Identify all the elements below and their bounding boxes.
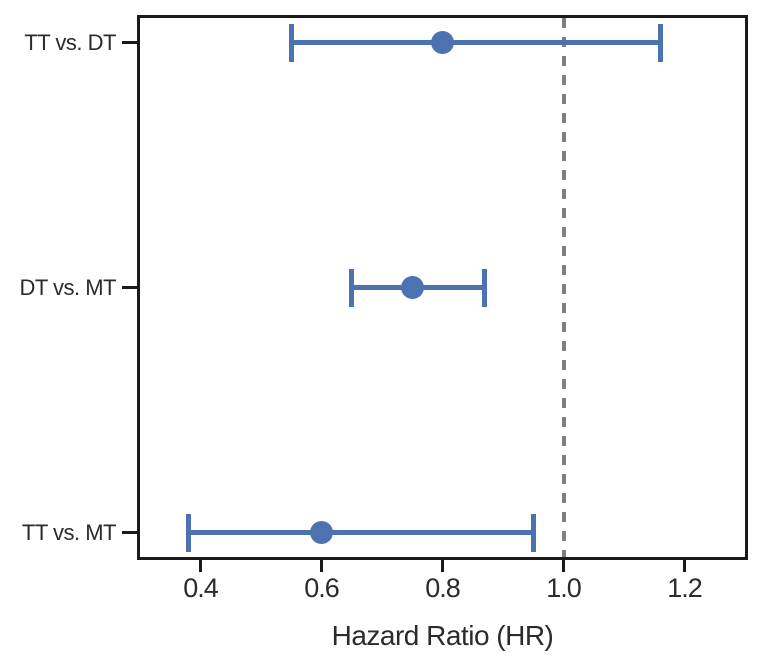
y-tick-label: TT vs. DT <box>24 29 116 55</box>
y-tick-label: TT vs. MT <box>21 519 117 545</box>
x-tick-label: 0.8 <box>425 573 461 603</box>
hr-point-marker <box>431 31 454 54</box>
ci-cap-left <box>349 268 355 307</box>
ci-cap-left <box>185 513 191 552</box>
x-tick-label: 0.4 <box>183 573 219 603</box>
reference-line <box>561 18 566 557</box>
ci-cap-left <box>288 23 294 62</box>
y-tick <box>122 41 140 44</box>
ci-cap-right <box>482 268 488 307</box>
x-tick-label: 0.6 <box>304 573 340 603</box>
y-tick <box>122 531 140 534</box>
hr-point-marker <box>310 521 333 544</box>
x-tick <box>199 557 202 572</box>
plot-area: 0.4 0.6 0.8 1.0 1.2 TT vs. DT DT vs. MT TT vs. … <box>19 15 748 602</box>
confidence-interval-bar <box>291 40 661 45</box>
x-tick <box>320 557 323 572</box>
ci-cap-right <box>530 513 536 552</box>
y-tick <box>122 286 140 289</box>
x-tick <box>441 557 444 572</box>
confidence-interval-bar <box>188 530 534 535</box>
x-tick <box>562 557 565 572</box>
y-tick-label: DT vs. MT <box>19 274 116 300</box>
x-tick-label: 1.2 <box>667 573 703 603</box>
hr-point-marker <box>400 276 424 299</box>
ci-cap-right <box>657 23 663 62</box>
x-tick-label: 1.0 <box>546 573 582 603</box>
x-axis-label: Hazard Ratio (HR) <box>331 620 554 651</box>
x-tick <box>683 557 686 572</box>
